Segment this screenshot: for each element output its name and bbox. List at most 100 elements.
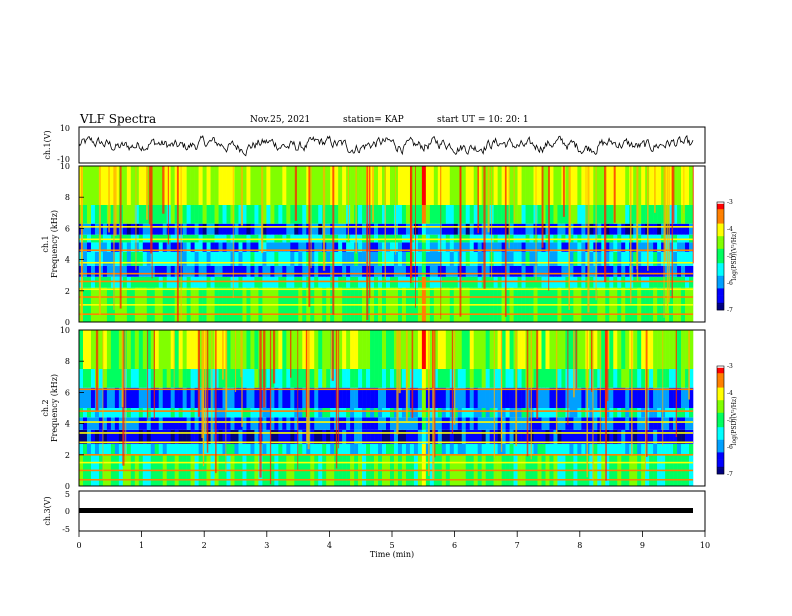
spectrogram-band-cell	[266, 330, 271, 369]
spectrogram-band-cell	[206, 369, 211, 388]
spectrogram-band-cell	[617, 265, 622, 277]
spectrogram-band-cell	[609, 369, 614, 388]
spectrogram-band-cell	[553, 223, 558, 235]
spectrogram-band-cell	[633, 205, 638, 224]
spectrogram-band-cell	[182, 408, 187, 418]
spectrogram-band-cell	[210, 429, 215, 444]
spectrogram-band-cell	[174, 265, 179, 277]
spectrogram-band-cell	[318, 443, 323, 455]
spectrogram-band-cell	[553, 265, 558, 277]
spectrogram-spheric	[396, 330, 399, 435]
spectrogram-band-cell	[565, 443, 570, 455]
spectrogram-band-cell	[118, 369, 124, 388]
spectrogram-band-cell	[198, 223, 203, 235]
spectrogram-band-cell	[162, 223, 168, 235]
spectrogram-band-cell	[126, 369, 132, 388]
spectrogram-band-cell	[302, 408, 307, 418]
spectrogram-band-cell	[465, 205, 471, 224]
spectrogram-spheric	[232, 166, 234, 298]
spectrogram-band-cell	[445, 369, 451, 388]
spectrogram-band-cell	[669, 408, 674, 418]
spectrogram-band-cell	[677, 223, 682, 235]
spectrogram-band-cell	[641, 251, 646, 266]
spectrogram-band-cell	[362, 330, 367, 369]
spectrogram-band-cell	[673, 223, 678, 235]
spectrogram-spheric	[167, 166, 169, 245]
spectrogram-band-cell	[389, 166, 395, 205]
spectrogram-band-cell	[82, 223, 88, 235]
spectrogram-band-cell	[601, 443, 606, 455]
spectrogram-band-cell	[597, 205, 602, 224]
spectrogram-spheric	[548, 166, 550, 251]
spectrogram-band-cell	[397, 387, 403, 408]
spectrogram-band-cell	[102, 408, 108, 418]
spectrogram-band-cell	[473, 205, 478, 224]
spectrogram-band-cell	[318, 417, 323, 430]
spectrogram-band-cell	[657, 205, 662, 224]
spectrogram-band-cell	[334, 265, 339, 277]
spectrogram-band-cell	[669, 205, 674, 224]
spectrogram-band-cell	[150, 443, 156, 455]
spectrogram-band-cell	[433, 417, 439, 430]
spectrogram-band-cell	[449, 205, 455, 224]
spectrogram-band-cell	[142, 330, 148, 369]
spectrogram-band-cell	[246, 429, 251, 444]
spectrogram-band-cell	[617, 242, 622, 252]
spectrogram-spheric	[395, 166, 396, 255]
spectrogram-band-cell	[529, 265, 534, 277]
spectrogram-band-cell	[441, 443, 447, 455]
spectrogram-spheric	[384, 166, 386, 280]
spectrogram-band-cell	[461, 417, 467, 430]
spectrogram-band-cell	[545, 166, 550, 205]
spectrogram-band-cell	[202, 443, 207, 455]
colorbar-segment	[717, 216, 724, 219]
spectrogram-band-cell	[198, 417, 203, 430]
spectrogram-band-cell	[561, 265, 566, 277]
spectrogram-band-cell	[246, 223, 251, 235]
spectrogram-spheric	[222, 330, 224, 380]
spectrogram-band-cell	[94, 443, 100, 455]
spectrogram-band-cell	[142, 408, 148, 418]
spectrogram-band-cell	[262, 408, 267, 418]
spectrogram-band-cell	[330, 408, 335, 418]
spectrogram-line	[79, 313, 693, 315]
spectrogram-band-cell	[190, 408, 195, 418]
spectrogram-band-cell	[374, 387, 379, 408]
spectrogram-spheric	[203, 330, 205, 466]
spectrogram-band-cell	[501, 251, 506, 266]
spectrogram-band-cell	[310, 429, 315, 444]
spectrogram-band-cell	[573, 443, 578, 455]
colorbar-segment	[717, 430, 724, 433]
spectrogram-spheric	[173, 330, 175, 388]
spectrogram-spheric	[575, 330, 578, 389]
spectrogram-band-cell	[146, 251, 152, 266]
spectrogram-band-cell	[405, 330, 411, 369]
spectrogram-line	[79, 280, 693, 283]
spectrogram-band-cell	[374, 265, 379, 277]
spectrogram-band-cell	[318, 369, 323, 388]
spectrogram-band-cell	[302, 251, 307, 266]
spectrogram-line	[79, 272, 693, 275]
spectrogram-band-cell	[649, 251, 654, 266]
spectrogram-band-cell	[130, 443, 136, 455]
spectrogram-band-cell	[453, 417, 459, 430]
spectrogram-band-cell	[86, 443, 92, 455]
spectrogram-band-cell	[429, 205, 435, 224]
spectrogram-band-cell	[393, 330, 399, 369]
spectrogram-band-cell	[557, 166, 562, 205]
spectrogram-band-cell	[350, 417, 355, 430]
spectrogram-band-cell	[541, 205, 546, 224]
spectrogram-band-cell	[597, 242, 602, 252]
spectrogram-band-cell	[290, 387, 295, 408]
spectrogram-band-cell	[413, 387, 419, 408]
spectrogram-band-cell	[665, 429, 670, 444]
spectrogram-band-cell	[130, 330, 136, 369]
spectrogram-band-cell	[621, 429, 626, 444]
time-tick-label: 7	[515, 541, 520, 550]
spectrogram-band-cell	[278, 443, 283, 455]
spectrogram-band-cell	[194, 205, 199, 224]
spectrogram-band-cell	[633, 166, 638, 205]
spectrogram-band-cell	[637, 429, 642, 444]
spectrogram-band-cell	[521, 242, 526, 252]
